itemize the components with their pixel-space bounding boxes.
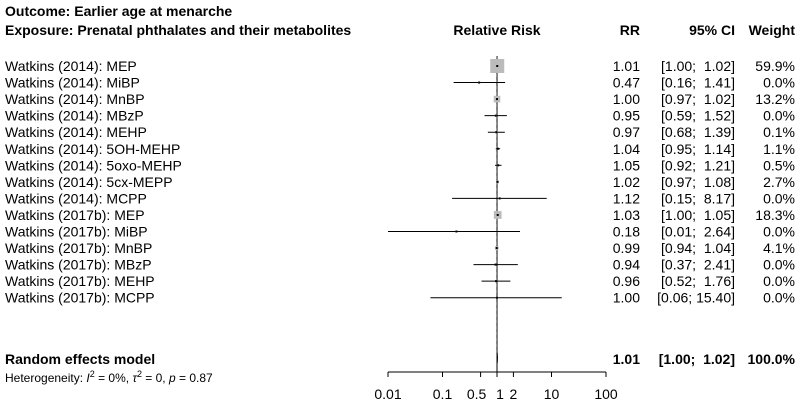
- study-weight: 0.5%: [763, 157, 795, 173]
- study-rr: 0.94: [613, 257, 640, 273]
- study-ci: [0.68; 1.39]: [661, 124, 735, 140]
- x-tick-label: 0.01: [374, 386, 401, 402]
- study-label: Watkins (2017b): MEHP: [5, 273, 155, 289]
- point-estimate: [495, 247, 498, 250]
- study-ci: [0.15; 8.17]: [661, 190, 735, 206]
- study-rr: 0.95: [613, 108, 640, 124]
- header-ci: 95% CI: [689, 22, 735, 38]
- study-weight: 0.1%: [763, 124, 795, 140]
- study-label: Watkins (2014): MBzP: [5, 108, 144, 124]
- summary-label: Random effects model: [5, 351, 155, 367]
- study-label: Watkins (2014): MnBP: [5, 91, 145, 107]
- study-rr: 1.00: [613, 290, 640, 306]
- study-rows: Watkins (2014): MEP 1.01 [1.00; 1.02] 59.9%…: [5, 58, 795, 306]
- plot-marks: [388, 56, 562, 372]
- header-rr: RR: [620, 22, 640, 38]
- study-ci: [0.59; 1.52]: [661, 108, 735, 124]
- x-tick-label: 10: [544, 386, 560, 402]
- point-estimate: [455, 230, 458, 233]
- study-weight: 4.1%: [763, 240, 795, 256]
- point-estimate: [478, 81, 481, 84]
- study-ci: [0.97; 1.02]: [661, 91, 735, 107]
- study-rr: 1.04: [613, 141, 640, 157]
- study-ci: [0.06; 15.40]: [657, 290, 735, 306]
- study-ci: [1.00; 1.05]: [661, 207, 735, 223]
- summary-ci: [1.00; 1.02]: [659, 351, 735, 367]
- study-label: Watkins (2017b): MiBP: [5, 224, 148, 240]
- study-rr: 1.05: [613, 157, 640, 173]
- point-estimate: [495, 131, 498, 134]
- study-ci: [0.95; 1.14]: [661, 141, 735, 157]
- header-relative-risk: Relative Risk: [453, 22, 540, 38]
- study-label: Watkins (2017b): MBzP: [5, 257, 152, 273]
- study-weight: 0.0%: [763, 108, 795, 124]
- study-weight: 18.3%: [755, 207, 795, 223]
- study-ci: [1.00; 1.02]: [661, 58, 735, 74]
- chart-subtitle: Exposure: Prenatal phthalates and their …: [5, 22, 351, 38]
- heterogeneity-text: Heterogeneity: I2 = 0%, τ2 = 0, p = 0.87: [5, 369, 213, 385]
- study-rr: 0.47: [613, 75, 640, 91]
- study-weight: 59.9%: [755, 58, 795, 74]
- x-tick-label: 0.5: [467, 386, 487, 402]
- summary-weight: 100.0%: [748, 351, 796, 367]
- study-label: Watkins (2014): MEHP: [5, 124, 147, 140]
- study-label: Watkins (2014): MEP: [5, 58, 137, 74]
- study-weight: 0.0%: [763, 224, 795, 240]
- point-estimate: [496, 296, 498, 299]
- study-ci: [0.92; 1.21]: [661, 157, 735, 173]
- x-tick-label: 2: [510, 386, 518, 402]
- study-ci: [0.94; 1.04]: [661, 240, 735, 256]
- study-ci: [0.16; 1.41]: [661, 75, 735, 91]
- x-tick-label: 0.1: [433, 386, 453, 402]
- study-rr: 1.03: [613, 207, 640, 223]
- chart-title: Outcome: Earlier age at menarche: [5, 3, 232, 19]
- point-estimate: [498, 197, 501, 200]
- x-tick-label: 1: [496, 386, 504, 402]
- study-weight: 0.0%: [763, 75, 795, 91]
- study-label: Watkins (2017b): MEP: [5, 207, 145, 223]
- point-estimate: [497, 164, 500, 167]
- x-tick-label: 100: [594, 386, 618, 402]
- study-weight: 13.2%: [755, 91, 795, 107]
- study-ci: [0.01; 2.64]: [661, 224, 735, 240]
- header-weight: Weight: [749, 22, 796, 38]
- study-ci: [0.37; 2.41]: [661, 257, 735, 273]
- study-label: Watkins (2014): MiBP: [5, 75, 140, 91]
- point-estimate: [496, 147, 499, 150]
- point-estimate: [496, 180, 499, 183]
- study-rr: 1.02: [613, 174, 640, 190]
- point-estimate: [494, 263, 497, 266]
- study-rr: 0.18: [613, 224, 640, 240]
- study-weight: 0.0%: [763, 290, 795, 306]
- study-label: Watkins (2014): 5cx-MEPP: [5, 174, 173, 190]
- study-rr: 1.12: [613, 190, 640, 206]
- study-rr: 1.00: [613, 91, 640, 107]
- study-label: Watkins (2017b): MCPP: [5, 290, 155, 306]
- study-rr: 0.97: [613, 124, 640, 140]
- study-label: Watkins (2017b): MnBP: [5, 240, 152, 256]
- study-weight: 0.0%: [763, 190, 795, 206]
- study-weight: 0.0%: [763, 257, 795, 273]
- study-rr: 0.99: [613, 240, 640, 256]
- study-weight: 0.0%: [763, 273, 795, 289]
- study-ci: [0.52; 1.76]: [661, 273, 735, 289]
- point-estimate: [495, 280, 498, 283]
- study-ci: [0.97; 1.08]: [661, 174, 735, 190]
- point-estimate: [496, 213, 499, 216]
- study-label: Watkins (2014): 5OH-MEHP: [5, 141, 180, 157]
- x-axis: 0.01 0.1 0.5 1 2 10 100: [374, 371, 618, 402]
- study-rr: 1.01: [613, 58, 640, 74]
- study-weight: 2.7%: [763, 174, 795, 190]
- point-estimate: [496, 98, 498, 101]
- point-estimate: [496, 65, 499, 67]
- point-estimate: [494, 114, 497, 117]
- study-rr: 0.96: [613, 273, 640, 289]
- study-label: Watkins (2014): 5oxo-MEHP: [5, 157, 182, 173]
- summary-rr: 1.01: [613, 351, 640, 367]
- study-weight: 1.1%: [763, 141, 795, 157]
- study-label: Watkins (2014): MCPP: [5, 190, 147, 206]
